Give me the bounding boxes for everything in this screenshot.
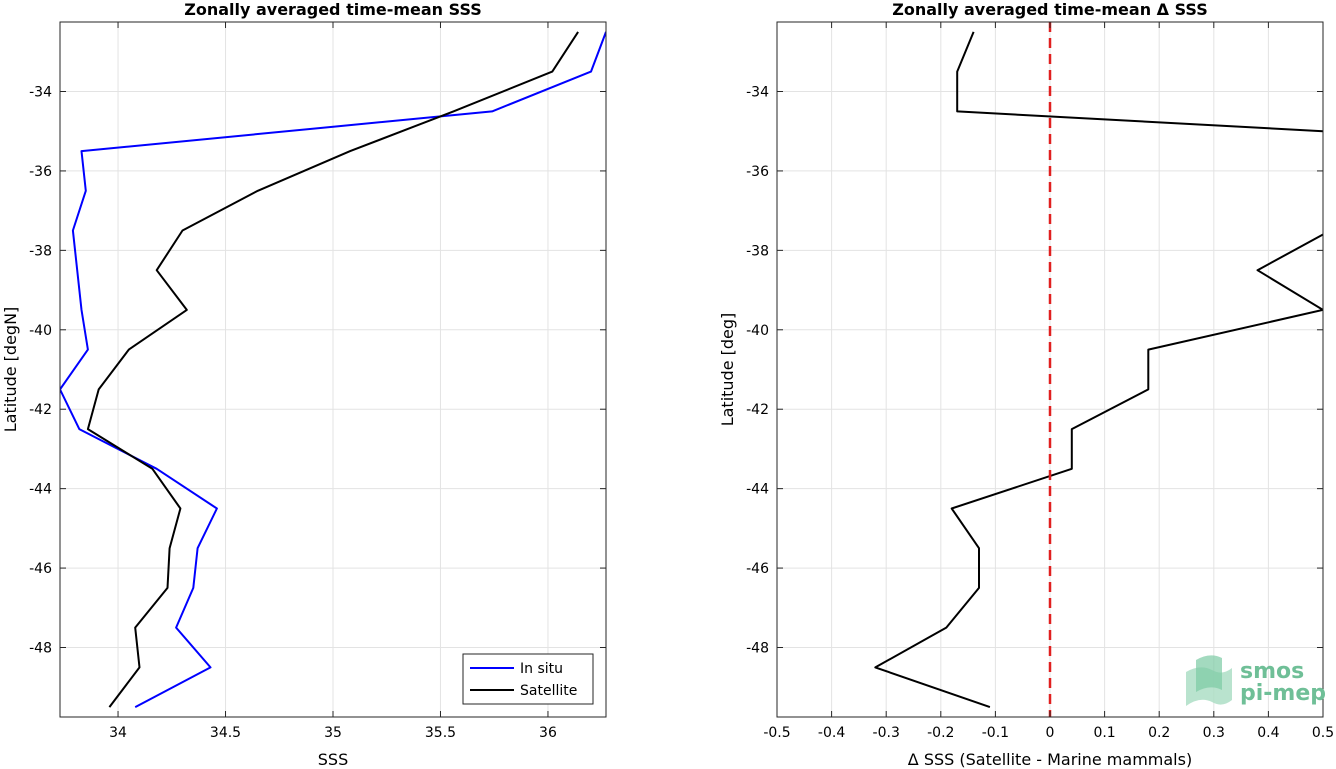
delta-sss-x-tick-label-2: -0.3 bbox=[873, 725, 900, 741]
sss-y-tick-label-3: -42 bbox=[29, 402, 52, 418]
logo-text-smos: smos bbox=[1240, 659, 1304, 684]
sss-series bbox=[60, 31, 606, 708]
delta-sss-y-tick-label-5: -38 bbox=[746, 243, 769, 259]
delta-sss-panel: -0.5 -0.4 -0.3 -0.2 -0.1 0 0.1 0.2 0.3 0.4 0.5 -48 -… bbox=[718, 0, 1334, 769]
delta-sss-x-tick-label-3: -0.2 bbox=[927, 725, 954, 741]
sss-x-tick-label-3: 35.5 bbox=[425, 725, 456, 741]
delta-sss-x-tick-label-9: 0.4 bbox=[1257, 725, 1279, 741]
sss-series-line-0 bbox=[60, 31, 606, 708]
delta-sss-y-tick-label-2: -44 bbox=[746, 482, 769, 498]
delta-sss-y-axis-label: Latitude [deg] bbox=[718, 313, 737, 427]
delta-sss-series-line-0 bbox=[874, 233, 1323, 709]
delta-sss-x-tick-label-0: -0.5 bbox=[763, 725, 790, 741]
delta-sss-series-line-1 bbox=[956, 31, 1323, 133]
delta-sss-ticks: -0.5 -0.4 -0.3 -0.2 -0.1 0 0.1 0.2 0.3 0.4 0.5 -48 -… bbox=[746, 22, 1334, 741]
sss-x-tick-label-0: 34 bbox=[109, 725, 127, 741]
delta-sss-x-tick-label-4: -0.1 bbox=[982, 725, 1009, 741]
delta-sss-x-tick-label-7: 0.2 bbox=[1148, 725, 1170, 741]
delta-sss-y-tick-label-4: -40 bbox=[746, 323, 769, 339]
sss-y-tick-label-0: -48 bbox=[29, 641, 52, 657]
delta-sss-x-tick-label-8: 0.3 bbox=[1203, 725, 1225, 741]
delta-sss-y-tick-label-3: -42 bbox=[746, 402, 769, 418]
legend-label-satellite: Satellite bbox=[520, 683, 577, 699]
sss-y-tick-label-4: -40 bbox=[29, 323, 52, 339]
delta-sss-x-tick-label-6: 0.1 bbox=[1093, 725, 1115, 741]
logo-text-pi-mep: pi-mep bbox=[1240, 681, 1326, 706]
sss-chart-title: Zonally averaged time-mean SSS bbox=[184, 0, 482, 19]
delta-sss-series bbox=[874, 31, 1323, 709]
sss-y-tick-label-7: -34 bbox=[29, 85, 52, 101]
sss-series-line-1 bbox=[86, 31, 579, 708]
delta-sss-y-tick-label-1: -46 bbox=[746, 561, 769, 577]
delta-sss-y-tick-label-6: -36 bbox=[746, 164, 769, 180]
sss-legend: In situ Satellite bbox=[462, 653, 594, 705]
sss-y-tick-label-1: -46 bbox=[29, 561, 52, 577]
sss-y-tick-label-5: -38 bbox=[29, 243, 52, 259]
sss-ticks: 34 34.5 35 35.5 36 -48 -46 -44 -42 -40 -38 -36 -34 bbox=[29, 22, 606, 741]
legend-label-in-situ: In situ bbox=[520, 661, 563, 677]
sss-panel: 34 34.5 35 35.5 36 -48 -46 -44 -42 -40 -38 -36 -34 Z… bbox=[1, 0, 607, 769]
sss-x-axis-label: SSS bbox=[318, 750, 348, 769]
sss-x-tick-label-1: 34.5 bbox=[210, 725, 241, 741]
sss-x-tick-label-2: 35 bbox=[324, 725, 342, 741]
delta-sss-x-axis-label: Δ SSS (Satellite - Marine mammals) bbox=[908, 750, 1192, 769]
delta-sss-y-tick-label-7: -34 bbox=[746, 85, 769, 101]
logo-wave-icon-2 bbox=[1196, 655, 1222, 692]
delta-sss-x-tick-label-10: 0.5 bbox=[1312, 725, 1334, 741]
smos-pi-mep-logo: smos pi-mep bbox=[1186, 655, 1326, 706]
delta-sss-x-tick-label-5: 0 bbox=[1046, 725, 1055, 741]
delta-sss-x-tick-label-1: -0.4 bbox=[818, 725, 845, 741]
sss-y-axis-label: Latitude [degN] bbox=[1, 307, 20, 433]
delta-sss-chart-title: Zonally averaged time-mean Δ SSS bbox=[892, 0, 1208, 19]
sss-y-tick-label-2: -44 bbox=[29, 482, 52, 498]
sss-y-tick-label-6: -36 bbox=[29, 164, 52, 180]
delta-sss-y-tick-label-0: -48 bbox=[746, 641, 769, 657]
legend-box bbox=[462, 653, 594, 705]
sss-x-tick-label-4: 36 bbox=[539, 725, 557, 741]
